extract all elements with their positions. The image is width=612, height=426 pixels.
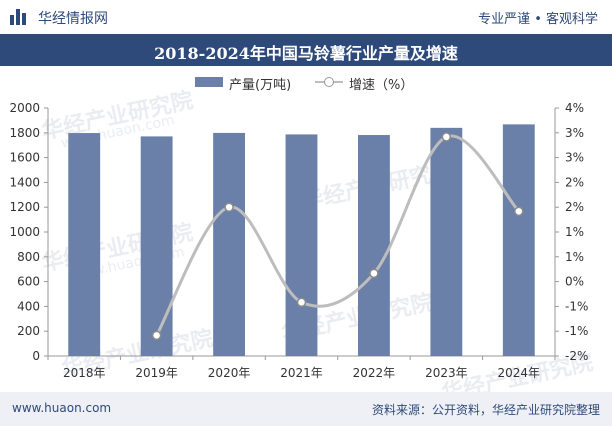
growth-point <box>151 330 162 341</box>
brand-name: 华经情报网 <box>38 11 108 27</box>
bar <box>140 136 173 356</box>
chart-title: 2018-2024年中国马铃薯行业产量及增速 <box>154 44 458 63</box>
top-bar: 华经情报网 专业严谨 • 客观科学 <box>0 0 612 34</box>
x-tick-label: 2021年 <box>280 366 323 380</box>
y-right-tick-label: 1% <box>565 225 584 239</box>
footer-bar: www.huaon.com 资料来源：公开资料，华经产业研究院整理 <box>0 392 612 426</box>
growth-point <box>369 268 379 279</box>
y-left-tick-label: 600 <box>17 275 40 289</box>
y-right-tick-label: 0% <box>565 275 584 289</box>
y-left-tick-label: 1400 <box>9 175 40 189</box>
growth-point <box>224 202 234 212</box>
x-tick-label: 2018年 <box>63 366 106 380</box>
x-tick-label: 2022年 <box>353 366 396 380</box>
growth-line <box>155 134 520 337</box>
y-right-tick-label: -1% <box>565 324 588 338</box>
y-right-tick-label: 3% <box>565 126 584 140</box>
y-left-tick-label: 2000 <box>9 101 40 115</box>
bar <box>68 133 101 356</box>
x-tick-label: 2020年 <box>208 366 251 380</box>
x-tick-label: 2019年 <box>135 366 178 380</box>
legend-line-marker <box>324 77 334 87</box>
footer-source: 资料来源：公开资料，华经产业研究院整理 <box>371 403 600 417</box>
bar <box>357 135 390 356</box>
x-tick-label: 2024年 <box>498 366 541 380</box>
y-right-tick-label: 2% <box>565 200 584 214</box>
y-left-tick-label: 200 <box>17 324 40 338</box>
bar <box>502 124 535 356</box>
y-left-tick-label: 1600 <box>9 151 40 165</box>
bar <box>285 134 318 356</box>
y-left-tick-label: 1000 <box>9 225 40 239</box>
y-right-tick-label: 1% <box>565 250 584 264</box>
x-tick-label: 2023年 <box>425 366 468 380</box>
title-bar: 2018-2024年中国马铃薯行业产量及增速 <box>0 34 612 66</box>
y-left-tick-label: 800 <box>17 250 40 264</box>
legend-label-growth: 增速（%） <box>349 78 414 93</box>
y-right-tick-label: 4% <box>565 101 584 115</box>
growth-point <box>296 297 307 308</box>
brand-logo-icon <box>10 9 26 25</box>
legend-label-production: 产量(万吨) <box>229 78 292 93</box>
growth-point <box>441 132 452 142</box>
y-left-tick-label: 0 <box>32 349 40 363</box>
footer-website-link[interactable]: www.huaon.com <box>12 401 112 415</box>
y-left-tick-label: 1200 <box>9 200 40 214</box>
bar <box>430 127 463 356</box>
brand-slogan: 专业严谨 • 客观科学 <box>478 12 598 27</box>
y-right-tick-label: -1% <box>565 299 588 313</box>
legend-bar-swatch <box>195 77 223 87</box>
bar <box>213 132 246 356</box>
y-right-tick-label: 2% <box>565 175 584 189</box>
y-left-tick-label: 1800 <box>9 126 40 140</box>
y-right-tick-label: 3% <box>565 151 584 165</box>
y-right-tick-label: -2% <box>565 349 588 363</box>
growth-point <box>514 206 524 217</box>
y-left-tick-label: 400 <box>17 299 40 313</box>
